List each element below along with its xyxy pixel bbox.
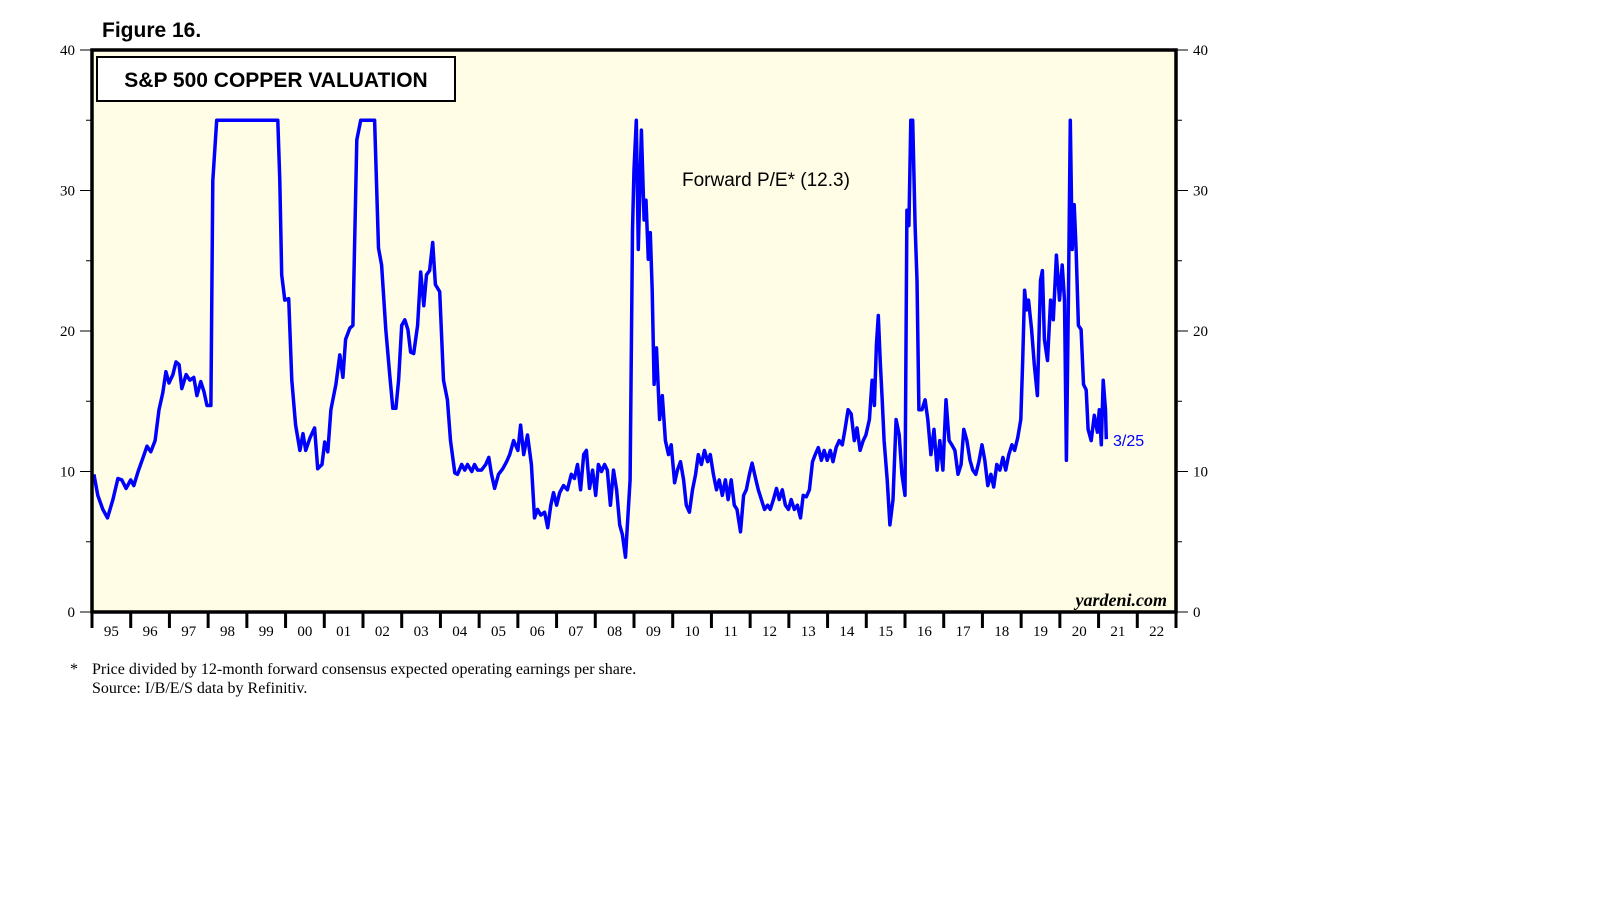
y-tick-label-right: 30 bbox=[1193, 184, 1208, 200]
footnote-line2: Source: I/B/E/S data by Refinitiv. bbox=[92, 680, 307, 697]
x-axis: 95 96 97 98 99 00 01 02 03 04 05 06 07 08 09 10 11 12 13 14… bbox=[90, 612, 1178, 640]
x-tick-label: 13 bbox=[801, 624, 816, 640]
x-tick-label: 01 bbox=[336, 624, 351, 640]
series-label: Forward P/E* (12.3) bbox=[682, 170, 850, 191]
x-tick-label: 19 bbox=[1033, 624, 1048, 640]
y-tick-label-right: 0 bbox=[1193, 605, 1201, 621]
series-line-forward-pe bbox=[92, 118, 1109, 559]
x-tick-label: 99 bbox=[259, 624, 274, 640]
x-tick-label: 16 bbox=[917, 624, 933, 640]
plot-border bbox=[90, 48, 1178, 614]
end-label: 3/25 bbox=[1113, 433, 1144, 450]
y-tick-label-left: 10 bbox=[60, 465, 75, 481]
y-tick-label-right: 20 bbox=[1193, 324, 1208, 340]
x-tick-label: 04 bbox=[452, 624, 468, 640]
x-tick-label: 11 bbox=[724, 624, 738, 640]
footnote-line1: Price divided by 12-month forward consen… bbox=[92, 661, 636, 678]
x-tick-label: 95 bbox=[104, 624, 119, 640]
y-axes: 0 0 10 10 20 20 30 30 40 40 bbox=[60, 43, 1208, 621]
x-tick-label: 18 bbox=[994, 624, 1009, 640]
x-tick-label: 09 bbox=[646, 624, 661, 640]
footnote-marker: * bbox=[70, 661, 78, 678]
x-tick-label: 98 bbox=[220, 624, 235, 640]
x-tick-label: 10 bbox=[685, 624, 700, 640]
chart-title: S&P 500 COPPER VALUATION bbox=[124, 69, 427, 92]
x-tick-label: 02 bbox=[375, 624, 390, 640]
x-tick-label: 00 bbox=[297, 624, 312, 640]
y-tick-label-left: 0 bbox=[68, 605, 76, 621]
x-tick-label: 12 bbox=[762, 624, 777, 640]
x-tick-label: 08 bbox=[607, 624, 622, 640]
y-tick-label-left: 30 bbox=[60, 184, 75, 200]
x-tick-label: 03 bbox=[414, 624, 429, 640]
y-tick-label-right: 40 bbox=[1193, 43, 1208, 59]
x-tick-label: 97 bbox=[181, 624, 197, 640]
x-tick-label: 17 bbox=[956, 624, 972, 640]
x-tick-label: 96 bbox=[143, 624, 159, 640]
x-tick-label: 15 bbox=[878, 624, 893, 640]
y-tick-label-right: 10 bbox=[1193, 465, 1208, 481]
figure-label: Figure 16. bbox=[102, 19, 201, 42]
x-tick-label: 06 bbox=[530, 624, 546, 640]
x-tick-label: 20 bbox=[1072, 624, 1087, 640]
x-tick-label: 14 bbox=[839, 624, 855, 640]
x-tick-label: 22 bbox=[1149, 624, 1164, 640]
x-tick-label: 05 bbox=[491, 624, 506, 640]
x-tick-label: 21 bbox=[1110, 624, 1125, 640]
y-tick-label-left: 40 bbox=[60, 43, 75, 59]
y-tick-label-left: 20 bbox=[60, 324, 75, 340]
title-box bbox=[96, 56, 456, 102]
watermark: yardeni.com bbox=[1074, 590, 1168, 610]
x-tick-label: 07 bbox=[568, 624, 584, 640]
